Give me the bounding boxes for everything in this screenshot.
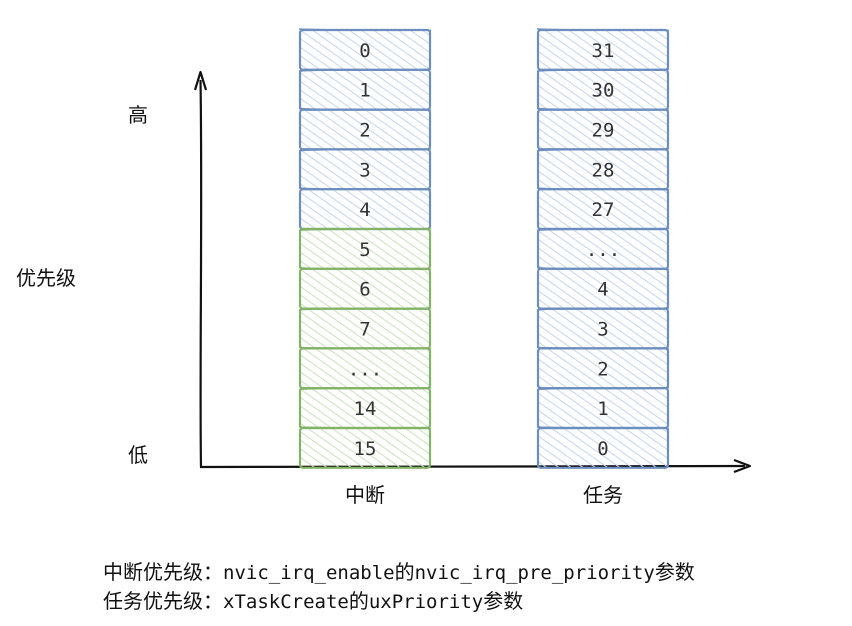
cell-sketch-line: [298, 307, 432, 311]
caption-interrupt-prefix: 中断优先级：: [103, 560, 223, 584]
priority-value: 2: [597, 358, 608, 380]
column-task: 31 30 29 28 27... 4 3 2 1 0 任务: [536, 28, 670, 507]
priority-value: 14: [354, 398, 377, 420]
cell-sketch-line: [298, 386, 432, 391]
priority-value: 2: [359, 120, 370, 142]
cell-sketch-line: [536, 28, 670, 32]
y-low-label: 低: [128, 443, 148, 467]
y-axis-title: 优先级: [16, 266, 76, 290]
cell-sketch-line: [536, 386, 670, 391]
cell-sketch-line: [298, 187, 432, 191]
caption-task-suffix: 参数: [483, 589, 524, 613]
priority-value: 28: [592, 159, 615, 181]
cell-sketch-line: [536, 187, 670, 191]
priority-value: 3: [597, 319, 608, 341]
priority-value: 29: [592, 120, 615, 142]
priority-value: 1: [359, 80, 370, 102]
y-axis-arrow-icon: [193, 70, 208, 91]
column-interrupt: 0 1 2 3 4 5 6 7... 14 15 中断: [298, 28, 432, 507]
priority-value: 6: [359, 279, 370, 301]
priority-value: 0: [359, 40, 370, 62]
caption-task-mid: 的: [348, 589, 369, 613]
cell-sketch-line: [298, 426, 432, 430]
cell-sketch-line: [536, 267, 670, 270]
cell-sketch-line: [298, 107, 432, 111]
priority-value: 4: [597, 279, 608, 301]
caption-interrupt-suffix: 参数: [654, 560, 695, 584]
cell-sketch-line: [298, 28, 432, 32]
cell-sketch-line: [536, 307, 670, 311]
caption-interrupt-func: nvic_irq_enable: [223, 562, 395, 584]
cell-sketch-line: [536, 346, 670, 350]
priority-value: 1: [597, 398, 608, 420]
priority-value: 5: [359, 239, 370, 261]
caption-task: 任务优先级：xTaskCreate的uxPriority参数: [103, 588, 523, 615]
cell-sketch-line: [298, 227, 432, 231]
column-label: 任务: [583, 483, 623, 507]
y-axis-line: [199, 79, 203, 468]
cell-sketch-line: [536, 68, 670, 72]
cell-sketch-line: [536, 426, 670, 430]
caption-interrupt-mid: 的: [394, 560, 415, 584]
priority-value: 30: [592, 80, 615, 102]
y-high-label: 高: [128, 103, 148, 127]
cell-sketch-line: [298, 148, 432, 152]
caption-task-func: xTaskCreate: [223, 591, 349, 613]
cell-sketch-line: [298, 68, 432, 72]
priority-value: 4: [359, 199, 370, 221]
priority-value: ...: [348, 358, 382, 380]
priority-value: 31: [592, 40, 615, 62]
caption-interrupt-param: nvic_irq_pre_priority: [414, 562, 655, 584]
cell-sketch-line: [298, 346, 432, 350]
priority-columns: 0 1 2 3 4 5 6 7... 14 15 中断 31 30 29 28 27... 4 3 2 1 0 任务: [298, 28, 670, 507]
priority-value: 15: [354, 438, 377, 460]
caption-interrupt: 中断优先级：nvic_irq_enable的nvic_irq_pre_prior…: [103, 559, 695, 586]
priority-value: ...: [586, 239, 620, 261]
priority-value: 27: [592, 199, 615, 221]
column-label: 中断: [345, 483, 385, 507]
cell-sketch-line: [536, 227, 670, 231]
priority-value: 7: [359, 319, 370, 341]
caption-task-prefix: 任务优先级：: [103, 589, 223, 613]
cell-sketch-line: [298, 267, 432, 270]
cell-sketch-line: [536, 148, 670, 152]
priority-value: 3: [359, 159, 370, 181]
priority-value: 0: [597, 438, 608, 460]
x-axis-arrow-icon: [733, 458, 752, 474]
cell-sketch-line: [536, 107, 670, 111]
caption-task-param: uxPriority: [368, 591, 484, 613]
